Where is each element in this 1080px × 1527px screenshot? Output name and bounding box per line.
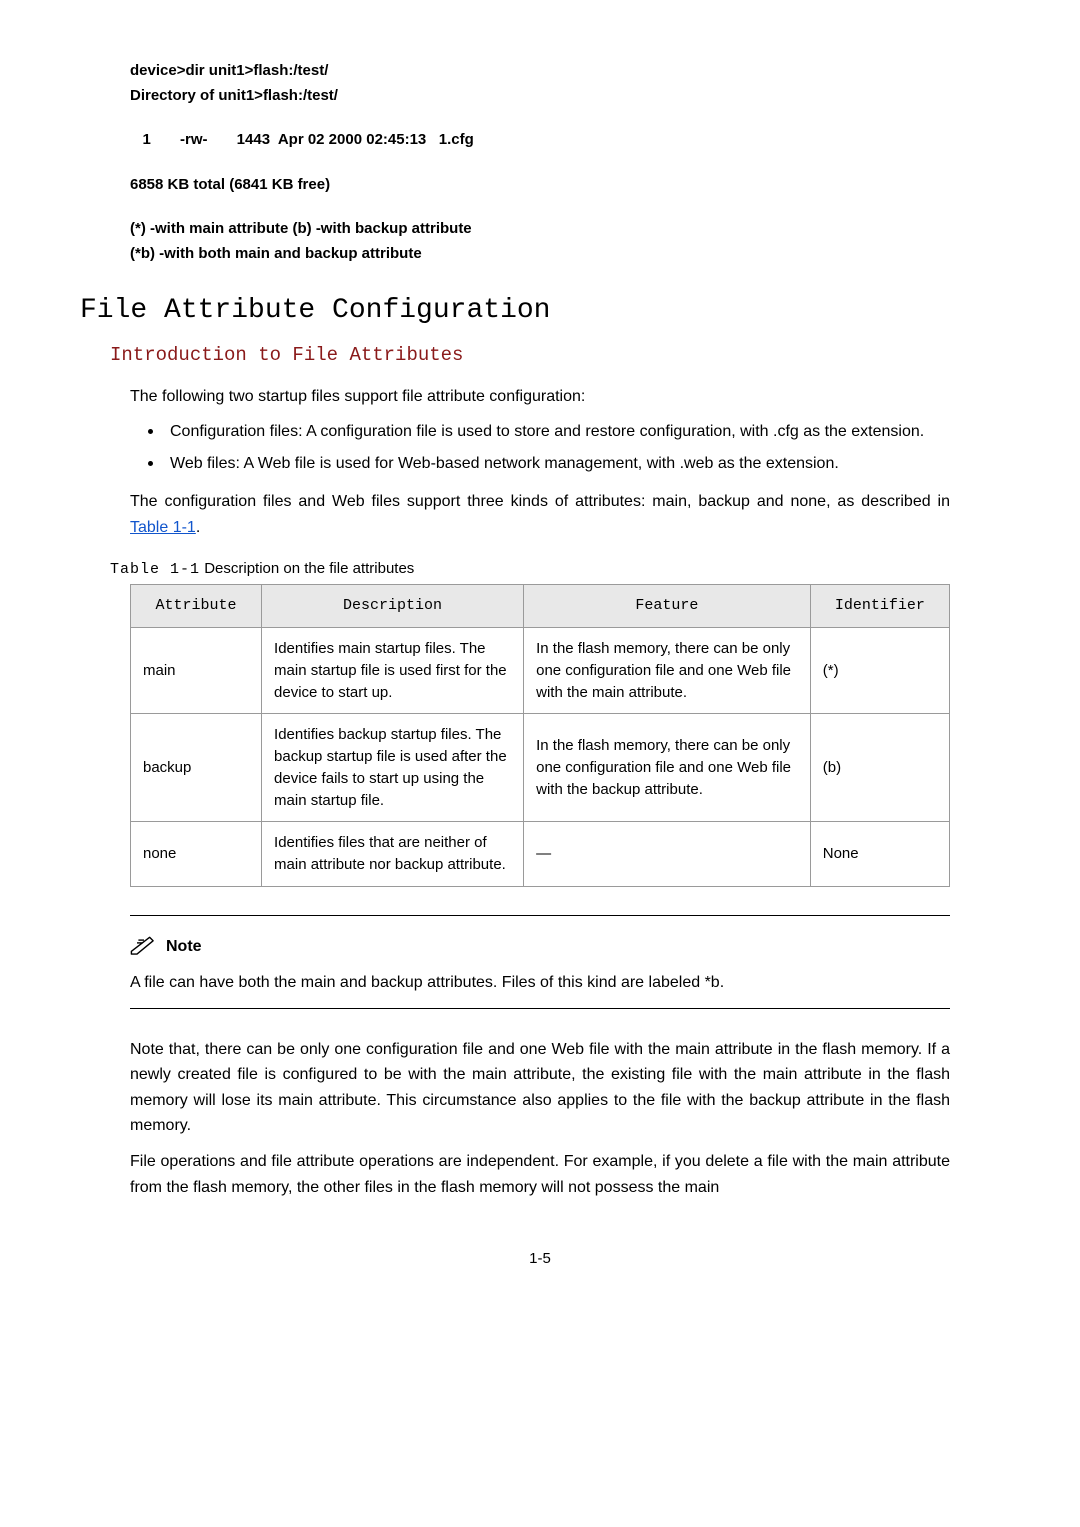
console-line: device>dir unit1>flash:/test/ [130,60,950,83]
cell-description: Identifies backup startup files. The bac… [262,714,524,822]
divider [130,915,950,916]
table-caption-number: Table 1-1 [110,561,200,578]
cell-attribute: backup [131,714,262,822]
body-paragraph: Note that, there can be only one configu… [130,1037,950,1139]
table-row: none Identifies files that are neither o… [131,822,950,887]
text: . [196,519,200,536]
cell-feature: In the flash memory, there can be only o… [524,628,811,714]
table-row: backup Identifies backup startup files. … [131,714,950,822]
heading-intro-file-attributes: Introduction to File Attributes [110,344,950,366]
intro-paragraph-2: The configuration files and Web files su… [130,489,950,540]
console-line: (*b) -with both main and backup attribut… [130,243,950,266]
console-line: 1 -rw- 1443 Apr 02 2000 02:45:13 1.cfg [130,129,950,152]
cell-description: Identifies files that are neither of mai… [262,822,524,887]
table-link[interactable]: Table 1-1 [130,519,196,536]
console-line: Directory of unit1>flash:/test/ [130,85,950,108]
table-header: Description [262,585,524,628]
cell-identifier: None [810,822,949,887]
table-caption-text: Description on the file attributes [204,560,414,577]
page-number: 1-5 [130,1250,950,1267]
cell-description: Identifies main startup files. The main … [262,628,524,714]
body-paragraph: File operations and file attribute opera… [130,1149,950,1200]
console-output: device>dir unit1>flash:/test/ Directory … [130,60,950,265]
table-header: Attribute [131,585,262,628]
table-row: main Identifies main startup files. The … [131,628,950,714]
table-caption: Table 1-1 Description on the file attrib… [110,560,950,578]
note-label: Note [166,938,202,956]
cell-attribute: main [131,628,262,714]
cell-identifier: (*) [810,628,949,714]
cell-identifier: (b) [810,714,949,822]
table-header: Feature [524,585,811,628]
table-header-row: Attribute Description Feature Identifier [131,585,950,628]
list-item: Configuration files: A configuration fil… [130,420,950,445]
attributes-table: Attribute Description Feature Identifier… [130,584,950,887]
table-header: Identifier [810,585,949,628]
note-header: Note [130,934,950,961]
cell-feature: — [524,822,811,887]
text: The configuration files and Web files su… [130,493,950,510]
divider [130,1008,950,1009]
cell-feature: In the flash memory, there can be only o… [524,714,811,822]
cell-attribute: none [131,822,262,887]
note-icon [130,934,158,961]
console-line: (*) -with main attribute (b) -with backu… [130,218,950,241]
note-text: A file can have both the main and backup… [130,971,950,996]
intro-paragraph: The following two startup files support … [130,384,950,410]
intro-bullet-list: Configuration files: A configuration fil… [130,420,950,478]
console-line: 6858 KB total (6841 KB free) [130,174,950,197]
list-item: Web files: A Web file is used for Web-ba… [130,452,950,477]
heading-file-attribute-config: File Attribute Configuration [80,295,950,326]
